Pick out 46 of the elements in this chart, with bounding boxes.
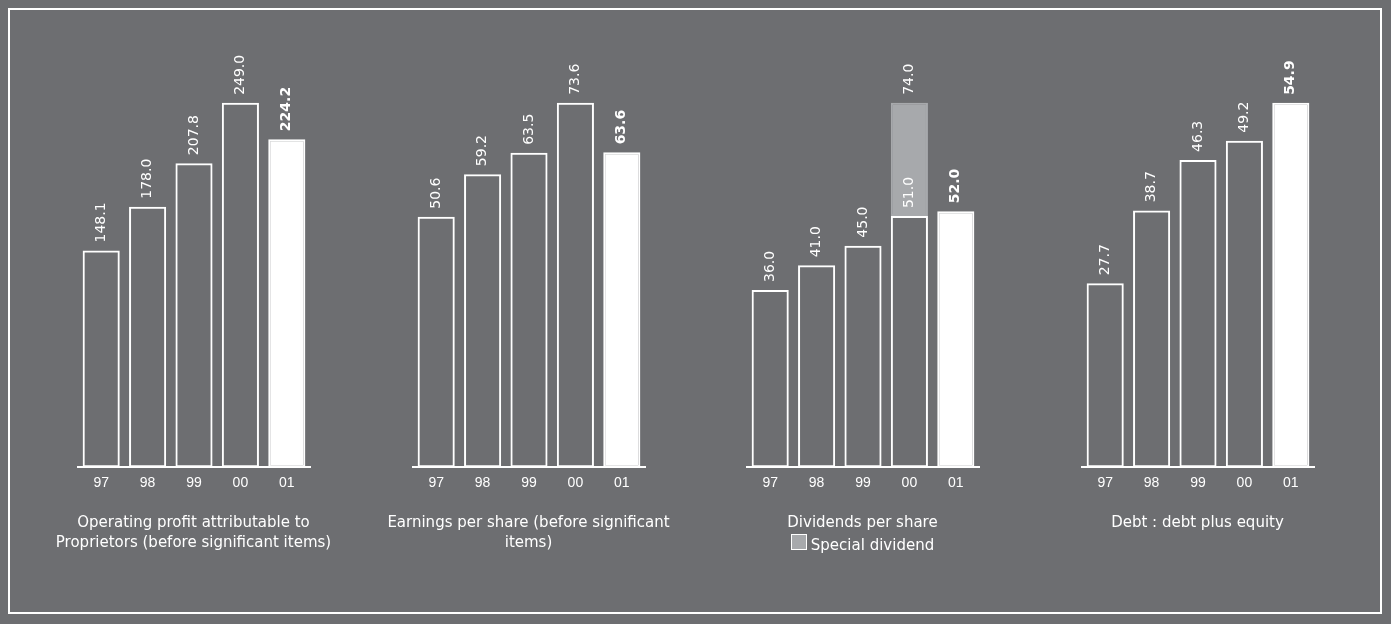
data-label: 207.8 [184,115,201,156]
data-label: 59.2 [473,134,490,167]
data-label: 249.0 [231,54,248,95]
total-label: 74.0 [900,63,917,95]
x-axis-title: Earnings per share (before significant items) [386,512,671,552]
x-tick-label: 00 [232,474,249,491]
x-tick-label: 00 [1236,474,1253,491]
total-label: 36.0 [760,250,777,282]
x-tick-label: 01 [948,474,964,491]
x-tick-label: 97 [428,474,445,491]
data-label: 63.5 [519,113,536,145]
x-tick-label: 98 [1143,474,1160,491]
data-label: 54.9 [1281,60,1298,95]
data-label: 224.2 [277,86,294,132]
x-tick-label: 01 [614,474,630,491]
x-tick-label: 99 [521,474,537,491]
data-label: 51.0 [900,176,917,209]
x-tick-label: 98 [808,474,825,491]
x-axis-title: Operating profit attributable to Proprietors (before significant items) [54,512,333,552]
x-tick-label: 98 [474,474,491,491]
data-label: 46.3 [1188,120,1205,152]
x-tick-label: 97 [762,474,779,491]
total-label: 45.0 [853,206,870,238]
x-tick-label: 97 [1097,474,1114,491]
x-tick-label: 99 [1190,474,1206,491]
data-label: 27.7 [1095,244,1112,276]
x-tick-label: 98 [139,474,156,491]
legend-label: Special dividend [809,535,935,554]
x-axis-title: Dividends per share [786,512,939,532]
data-label: 49.2 [1235,101,1252,133]
x-tick-label: 97 [93,474,110,491]
data-label: 38.7 [1142,171,1159,203]
data-label: 63.6 [612,109,629,145]
x-axis-title: Debt : debt plus equity [1110,512,1285,532]
x-tick-label: 99 [855,474,871,491]
x-tick-label: 00 [901,474,918,491]
x-tick-label: 01 [1283,474,1299,491]
total-label: 41.0 [807,226,824,258]
data-label: 148.1 [91,202,108,243]
data-label: 73.6 [566,63,583,95]
data-label: 178.0 [138,158,155,199]
x-tick-label: 00 [567,474,584,491]
data-label: 50.6 [426,177,443,209]
total-label: 52.0 [946,168,963,204]
x-tick-label: 99 [186,474,202,491]
x-tick-label: 01 [279,474,295,491]
